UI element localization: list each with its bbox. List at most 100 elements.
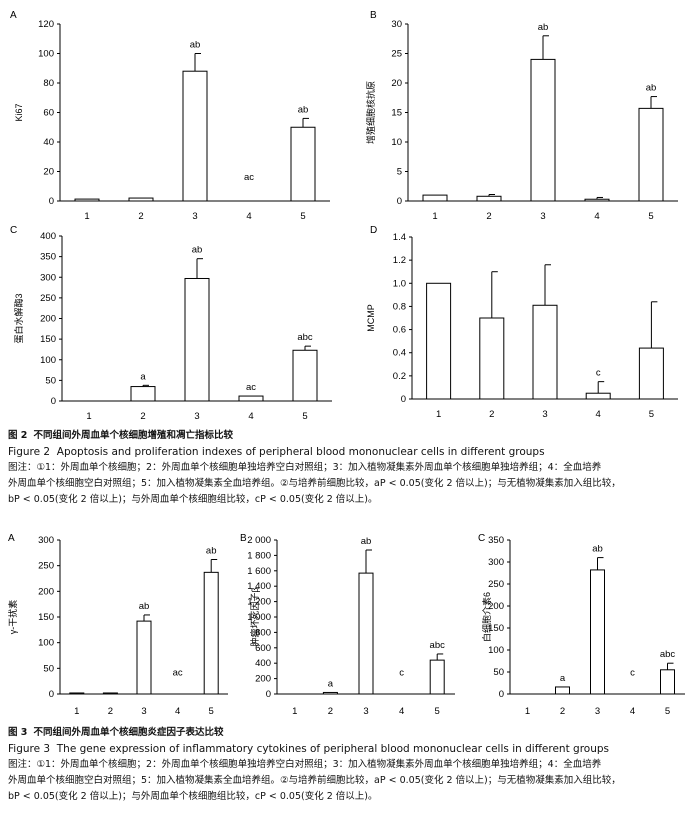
- x-tick-label: 4: [175, 706, 180, 717]
- y-axis-label: γ-干扰素: [7, 600, 18, 635]
- bar-5: [429, 659, 445, 695]
- bar-1: [74, 198, 100, 202]
- significance-label-2: a: [328, 678, 334, 689]
- y-tick-label: 300: [488, 557, 504, 568]
- significance-label-5: abc: [430, 640, 446, 651]
- x-tick-label: 2: [140, 411, 145, 422]
- bar-1: [426, 282, 452, 400]
- x-tick-label: 1: [84, 211, 89, 222]
- y-tick-label: 40: [43, 137, 54, 148]
- bar-5: [203, 571, 219, 695]
- y-tick-label: 0: [499, 689, 504, 700]
- y-tick-label: 5: [397, 167, 402, 178]
- y-tick-label: 60: [43, 108, 54, 119]
- bar-5: [290, 126, 316, 202]
- bar-4: [585, 392, 611, 400]
- y-tick-label: 200: [38, 586, 54, 597]
- panel-letter: C: [478, 533, 485, 544]
- figure-3-note-line-3: bP < 0.05(变化 2 倍以上)；与外周血单个核细胞组比较，cP < 0.…: [8, 791, 378, 802]
- bar-5: [638, 107, 664, 202]
- y-tick-label: 250: [488, 579, 504, 590]
- x-tick-label: 4: [246, 211, 251, 222]
- figure-3-note-line-2: 外周血单个核细胞空白对照组；5：加入植物凝集素全血培养组。②与培养前细胞比较，a…: [8, 775, 621, 786]
- significance-label-5: ab: [298, 104, 309, 115]
- panel-letter: C: [10, 225, 17, 236]
- bar-3: [532, 304, 558, 400]
- y-tick-label: 20: [391, 78, 402, 89]
- x-tick-label: 4: [248, 411, 253, 422]
- y-tick-label: 2 000: [247, 535, 271, 546]
- y-tick-label: 1.4: [393, 232, 406, 243]
- bar-3: [530, 58, 556, 202]
- y-tick-label: 300: [40, 272, 56, 283]
- y-tick-label: 150: [38, 612, 54, 623]
- bar-5: [638, 347, 664, 400]
- figure-2-panel-c: C 蛋白水解酶3 0 50 100 150 200 250 300 350 400 1 2 a 3 ab 4 ac…: [10, 225, 332, 422]
- significance-label-4: c: [630, 668, 635, 679]
- x-tick-label: 1: [436, 409, 441, 420]
- significance-label-4: ac: [173, 668, 183, 679]
- y-tick-label: 250: [40, 293, 56, 304]
- x-tick-label: 1: [432, 211, 437, 222]
- x-tick-label: 1: [86, 411, 91, 422]
- y-tick-label: 100: [40, 355, 56, 366]
- x-tick-label: 4: [596, 409, 601, 420]
- x-tick-label: 3: [595, 706, 600, 717]
- bar-3: [358, 572, 374, 695]
- x-tick-label: 2: [108, 706, 113, 717]
- figure-3-note-line-1: 图注：①1：外周血单个核细胞；2：外周血单个核细胞单独培养空白对照组；3：加入植…: [8, 759, 602, 770]
- bar-2: [128, 197, 154, 202]
- significance-label-5: abc: [297, 332, 313, 343]
- bar-2: [479, 317, 505, 400]
- bar-4: [584, 198, 610, 202]
- y-tick-label: 120: [38, 19, 54, 30]
- x-tick-label: 2: [138, 211, 143, 222]
- y-tick-label: 0: [49, 196, 54, 207]
- y-tick-label: 800: [255, 627, 271, 638]
- significance-label-3: ab: [192, 245, 203, 256]
- figure-3-panel-b: B 肿瘤坏死因子β 0 200 400 600 800 1 000 1 200 1 400 1 60…: [240, 533, 455, 717]
- significance-label-4: ac: [246, 382, 256, 393]
- figure-2-caption-en-label: Figure 2: [8, 446, 51, 458]
- significance-label-5: ab: [646, 83, 657, 94]
- bar-3: [590, 569, 605, 695]
- figure-3-caption-en: The gene expression of inflammatory cyto…: [56, 743, 610, 755]
- x-tick-label: 3: [542, 409, 547, 420]
- y-tick-label: 1 000: [247, 612, 271, 623]
- x-tick-label: 4: [594, 211, 599, 222]
- panel-letter: A: [10, 10, 17, 21]
- figure-2-caption-cn: 不同组间外周血单个核细胞增殖和凋亡指标比较: [33, 430, 233, 441]
- y-tick-label: 0.8: [393, 301, 406, 312]
- bar-2: [102, 692, 118, 695]
- significance-label-3: ab: [190, 40, 201, 51]
- y-tick-label: 350: [40, 252, 56, 263]
- y-tick-label: 1 400: [247, 581, 271, 592]
- x-tick-label: 3: [363, 706, 368, 717]
- y-tick-label: 0: [49, 689, 54, 700]
- x-tick-label: 5: [435, 706, 440, 717]
- y-tick-label: 1 200: [247, 597, 271, 608]
- figure-2-caption-en: Apoptosis and proliferation indexes of p…: [56, 446, 545, 458]
- figure-2-note-line-2: 外周血单个核细胞空白对照组；5：加入植物凝集素全血培养组。②与培养前细胞比较，a…: [8, 478, 621, 489]
- significance-label-4: c: [596, 368, 601, 379]
- y-tick-label: 1 600: [247, 566, 271, 577]
- x-tick-label: 1: [74, 706, 79, 717]
- x-tick-label: 5: [209, 706, 214, 717]
- figure-3-caption-cn-label: 图 3: [8, 727, 28, 738]
- y-tick-label: 1.0: [393, 278, 406, 289]
- bar-2: [130, 386, 156, 402]
- y-tick-label: 50: [493, 667, 504, 678]
- bar-2: [322, 691, 338, 695]
- figure-2-caption: 图 2 不同组间外周血单个核细胞增殖和凋亡指标比较 Figure 2 Apopt…: [8, 428, 688, 508]
- x-tick-label: 4: [630, 706, 635, 717]
- bar-2: [476, 195, 502, 202]
- x-tick-label: 1: [525, 706, 530, 717]
- y-tick-label: 300: [38, 535, 54, 546]
- y-axis-label: 肿瘤坏死因子β: [249, 587, 260, 646]
- panel-letter: B: [370, 10, 377, 21]
- figure-2-panel-d: D MCMP 0 0.2 0.4 0.6 0.8 1.0 1.2 1.4 1 2 3 4 c 5: [366, 225, 678, 420]
- figure-2-panel-b: B 增殖细胞核抗原 0 5 10 15 20 25 30 1 2 3 ab 4 5 ab: [365, 10, 678, 222]
- significance-label-3: ab: [139, 601, 150, 612]
- bar-5: [660, 669, 675, 695]
- significance-label-5: abc: [660, 649, 676, 660]
